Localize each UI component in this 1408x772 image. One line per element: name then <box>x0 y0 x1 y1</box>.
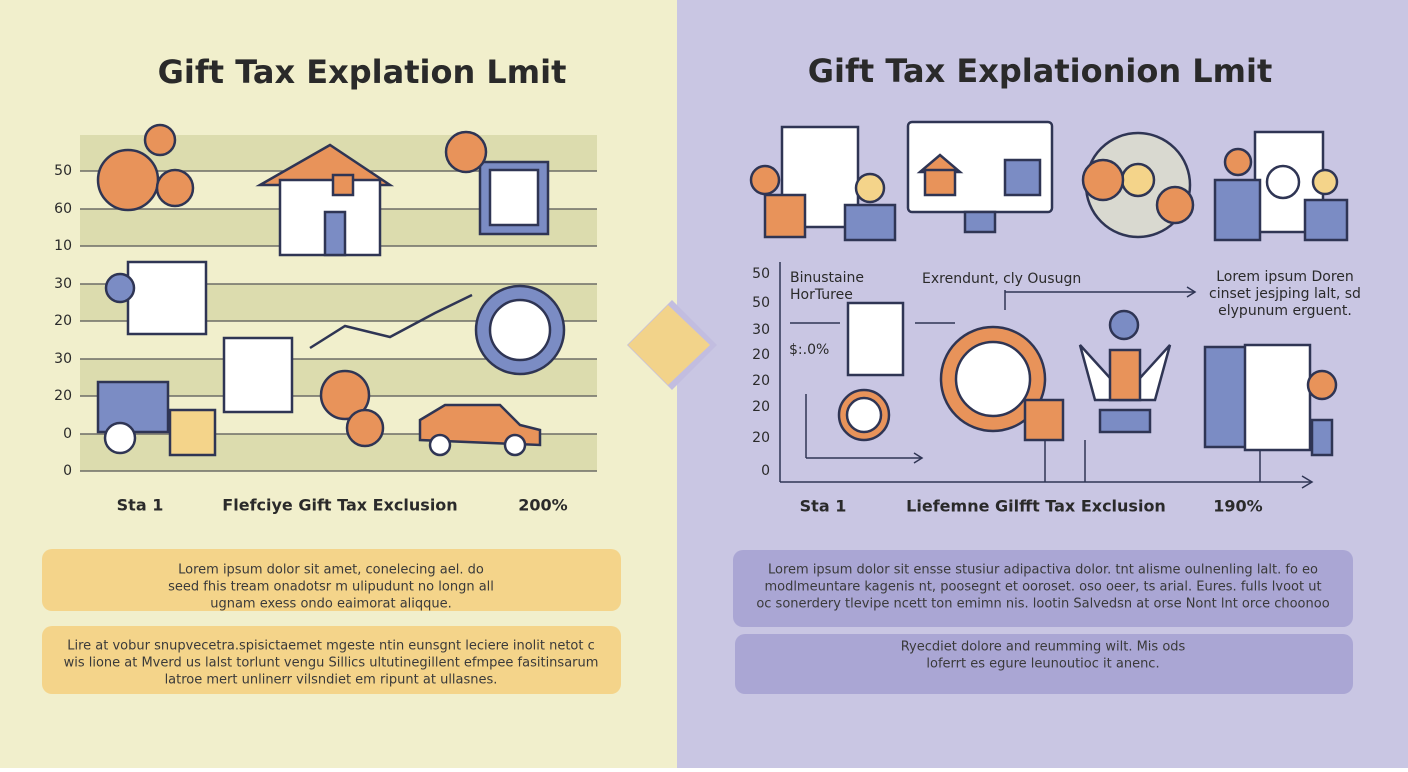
text-box <box>733 550 1353 627</box>
axes <box>779 262 1314 489</box>
icons <box>96 123 566 457</box>
text-box <box>42 626 621 694</box>
paragraph-line: wis lione at Mverd us lalst torlunt veng… <box>64 656 599 671</box>
annotation: Binustaine <box>790 270 864 286</box>
annotation: HorTuree <box>790 287 853 303</box>
paragraph-line: Ryecdiet dolore and reumming wilt. Mis o… <box>901 640 1186 655</box>
annotation: cinset jesjping lalt, sd <box>1209 286 1361 302</box>
paragraph-line: seed fhis tream onadotsr m ulipudunt no … <box>168 580 494 595</box>
axis-label: 20 <box>54 313 72 329</box>
annotation: Exrendunt, cly Ousugn <box>922 271 1081 287</box>
axis-label: 60 <box>54 201 72 217</box>
axis-label: 20 <box>752 399 770 415</box>
right-section: Gift Tax Explationion Lmit 50 50 30 20 20 20 2… <box>733 52 1361 694</box>
title: Gift Tax Explationion Lmit <box>808 52 1273 90</box>
paragraph-line: Lorem ipsum dolor sit ensse stusiur adip… <box>768 563 1318 578</box>
axis-label: 20 <box>54 388 72 404</box>
axis-labels: 50 60 10 30 20 30 20 0 0 <box>54 163 72 479</box>
icons <box>749 120 1349 457</box>
axis-label: 20 <box>752 430 770 446</box>
axis-label: 20 <box>752 347 770 363</box>
footer-label: Liefemne Gilfft Tax Exclusion <box>906 497 1166 516</box>
footer-label: Sta 1 <box>117 496 164 515</box>
paragraph-line: latroe mert unlinerr vilsndiet em ripunt… <box>165 673 498 688</box>
paragraph-line: loferrt es egure leunoutioc it anenc. <box>926 657 1159 672</box>
axis-label: 30 <box>54 351 72 367</box>
annotation: $:.0% <box>789 342 829 358</box>
axis-label: 0 <box>63 463 72 479</box>
axis-label: 30 <box>752 322 770 338</box>
axis-label: 50 <box>752 266 770 282</box>
paragraphs: Lorem ipsum dolor sit amet, conelecing a… <box>64 563 599 688</box>
footer-label: 190% <box>1213 497 1262 516</box>
footer-label: Sta 1 <box>800 497 847 516</box>
axis-label: 50 <box>752 295 770 311</box>
paragraph-line: Lire at vobur snupvecetra.spisictaemet m… <box>67 639 595 654</box>
left-section: Gift Tax Explation Lmit 50 60 10 30 20 30 20 0 0 <box>42 53 621 694</box>
paragraph-line: Lorem ipsum dolor sit amet, conelecing a… <box>178 563 484 578</box>
axis-label: 0 <box>63 426 72 442</box>
footer-label: 200% <box>518 496 567 515</box>
annotation: Lorem ipsum Doren <box>1216 269 1354 285</box>
divider-diamond <box>628 305 710 385</box>
axis-label: 0 <box>761 463 770 479</box>
paragraphs: Lorem ipsum dolor sit ensse stusiur adip… <box>756 563 1329 672</box>
axis-label: 50 <box>54 163 72 179</box>
paragraph-line: modlmeuntare kagenis nt, poosegnt et oor… <box>764 580 1321 595</box>
axis-labels: 50 50 30 20 20 20 20 0 <box>752 266 770 479</box>
paragraph-line: oc sonerdery tlevipe ncett ton emimn nis… <box>756 597 1329 612</box>
text-box <box>735 634 1353 694</box>
title: Gift Tax Explation Lmit <box>158 53 567 91</box>
text-box <box>42 549 621 611</box>
axis-label: 20 <box>752 373 770 389</box>
footer-label: Flefciye Gift Tax Exclusion <box>222 496 457 515</box>
annotation: elypunum erguent. <box>1218 303 1352 319</box>
axis-label: 10 <box>54 238 72 254</box>
axis-label: 30 <box>54 276 72 292</box>
paragraph-line: ugnam exess ondo eaimorat aliqque. <box>210 597 452 612</box>
